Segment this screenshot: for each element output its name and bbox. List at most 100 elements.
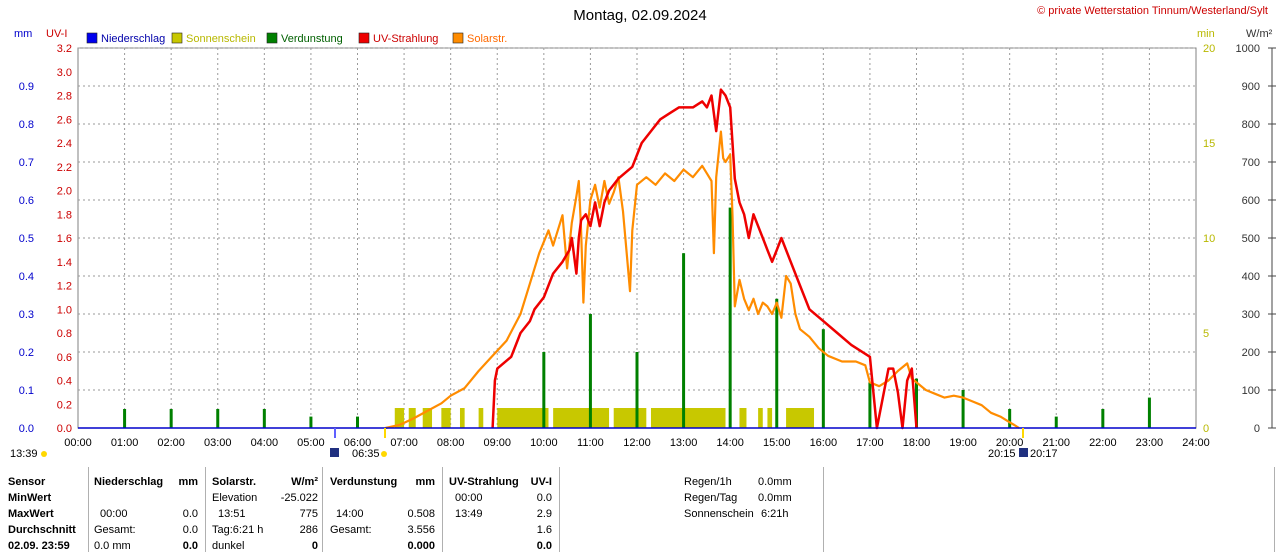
precip-max-value: 0.0 <box>182 508 198 520</box>
uv-tick-label: 2.2 <box>57 162 72 174</box>
sensor-header: Sensor <box>8 476 46 488</box>
x-tick-label: 16:00 <box>810 437 838 449</box>
uv-tick-label: 3.2 <box>57 43 72 55</box>
evaporation-bar <box>309 416 313 428</box>
min-axis-label: min <box>1197 28 1215 40</box>
solar-max-value: 775 <box>299 508 318 520</box>
sunshine-bar <box>739 408 747 428</box>
table-divider <box>88 467 89 552</box>
x-tick-label: 20:00 <box>996 437 1024 449</box>
mm-tick-label: 0.3 <box>19 309 34 321</box>
uv-tick-label: 3.0 <box>57 67 72 79</box>
wm2-tick-label: 0 <box>1254 423 1260 435</box>
min-tick-label: 10 <box>1203 233 1215 245</box>
x-tick-label: 06:00 <box>344 437 372 449</box>
solar-series-line <box>385 130 1020 430</box>
solar-unit: W/m² <box>291 476 318 488</box>
row-label-min: MinWert <box>8 492 52 504</box>
mm-tick-label: 0.2 <box>19 347 34 359</box>
evaporation-bar <box>915 378 918 428</box>
sunshine-bar <box>767 408 773 428</box>
table-divider <box>1274 467 1275 552</box>
x-tick-label: 15:00 <box>763 437 791 449</box>
x-tick-label: 01:00 <box>111 437 139 449</box>
x-tick-label: 00:00 <box>64 437 92 449</box>
sunshine-bar <box>459 408 465 428</box>
x-tick-label: 08:00 <box>437 437 465 449</box>
mm-tick-label: 0.7 <box>19 157 34 169</box>
solar-avg-value: 286 <box>299 524 318 536</box>
sun-marker-icon <box>41 451 47 457</box>
wm2-tick-label: 400 <box>1242 271 1260 283</box>
precip-header: Niederschlag <box>94 476 164 488</box>
precip-total-value: 0.0 <box>182 524 198 536</box>
sunshine-bar <box>758 408 763 428</box>
x-tick-label: 04:00 <box>251 437 279 449</box>
evap-max-value: 0.508 <box>407 508 435 520</box>
table-divider <box>205 467 206 552</box>
uv-min-value: 0.0 <box>536 492 552 504</box>
mm-axis-label: mm <box>14 28 32 40</box>
uv-tick-label: 0.2 <box>57 399 72 411</box>
uv-current-value: 0.0 <box>536 540 552 552</box>
x-tick-label: 07:00 <box>390 437 418 449</box>
wm2-tick-label: 1000 <box>1236 43 1260 55</box>
uv-avg-value: 1.6 <box>536 524 552 536</box>
sunrise-time-label: 06:35 <box>352 448 380 460</box>
mm-tick-label: 0.6 <box>19 195 34 207</box>
wm2-tick-label: 800 <box>1242 119 1260 131</box>
copyright-text: © private Wetterstation Tinnum/Westerlan… <box>1037 5 1268 17</box>
mm-tick-label: 0.8 <box>19 119 34 131</box>
evap-total-label: Gesamt: <box>330 524 372 536</box>
mm-tick-label: 0.0 <box>19 423 34 435</box>
evap-total-value: 3.556 <box>407 524 435 536</box>
uv-tick-label: 2.6 <box>57 114 72 126</box>
x-tick-label: 11:00 <box>577 437 604 449</box>
wm2-tick-label: 100 <box>1242 385 1260 397</box>
solar-elevation-value: -25.022 <box>280 492 318 504</box>
solar-elevation-label: Elevation <box>212 492 258 504</box>
legend-swatch <box>266 32 278 44</box>
wm2-tick-label: 900 <box>1242 81 1260 93</box>
legend-label: UV-Strahlung <box>373 33 438 45</box>
uv-tick-label: 1.4 <box>57 257 72 269</box>
table-divider <box>322 467 323 552</box>
uv-series-line <box>491 88 918 430</box>
evaporation-bar <box>775 298 779 428</box>
sunshine-value: 6:21h <box>761 508 789 520</box>
evap-unit: mm <box>415 476 435 488</box>
wm2-tick-label: 300 <box>1242 309 1260 321</box>
x-tick-label: 13:00 <box>670 437 698 449</box>
evaporation-bar <box>635 352 639 428</box>
uv-tick-label: 2.8 <box>57 91 72 103</box>
sunshine-bar <box>394 408 405 428</box>
evaporation-bar <box>1147 397 1151 428</box>
uv-tick-label: 1.0 <box>57 304 72 316</box>
solar-current-text: dunkel <box>212 540 245 552</box>
sunshine-label: Sonnenschein <box>684 508 754 520</box>
sun-marker-icon <box>381 451 387 457</box>
sunshine-bar <box>650 408 726 428</box>
sunshine-bar <box>441 408 451 428</box>
evaporation-bar <box>356 416 359 428</box>
evaporation-bar <box>821 329 825 428</box>
table-divider <box>559 467 560 552</box>
precip-current-value: 0.0 <box>182 540 198 552</box>
legend-swatch <box>452 32 464 44</box>
min-tick-label: 5 <box>1203 328 1209 340</box>
table-divider <box>823 467 824 552</box>
legend-swatch <box>358 32 370 44</box>
x-tick-label: 09:00 <box>483 437 511 449</box>
x-tick-label: 18:00 <box>903 437 931 449</box>
mm-tick-label: 0.5 <box>19 233 34 245</box>
uv-tick-label: 0.8 <box>57 328 72 340</box>
precip-current-text: 0.0 mm <box>94 540 131 552</box>
legend-swatch <box>86 32 98 44</box>
sunset2-time-label: 20:17 <box>1030 448 1058 460</box>
x-tick-label: 21:00 <box>1042 437 1070 449</box>
uv-tick-label: 0.0 <box>57 423 72 435</box>
table-divider <box>442 467 443 552</box>
wm2-tick-label: 200 <box>1242 347 1260 359</box>
legend-label: Niederschlag <box>101 33 165 45</box>
precip-total-label: Gesamt: <box>94 524 136 536</box>
